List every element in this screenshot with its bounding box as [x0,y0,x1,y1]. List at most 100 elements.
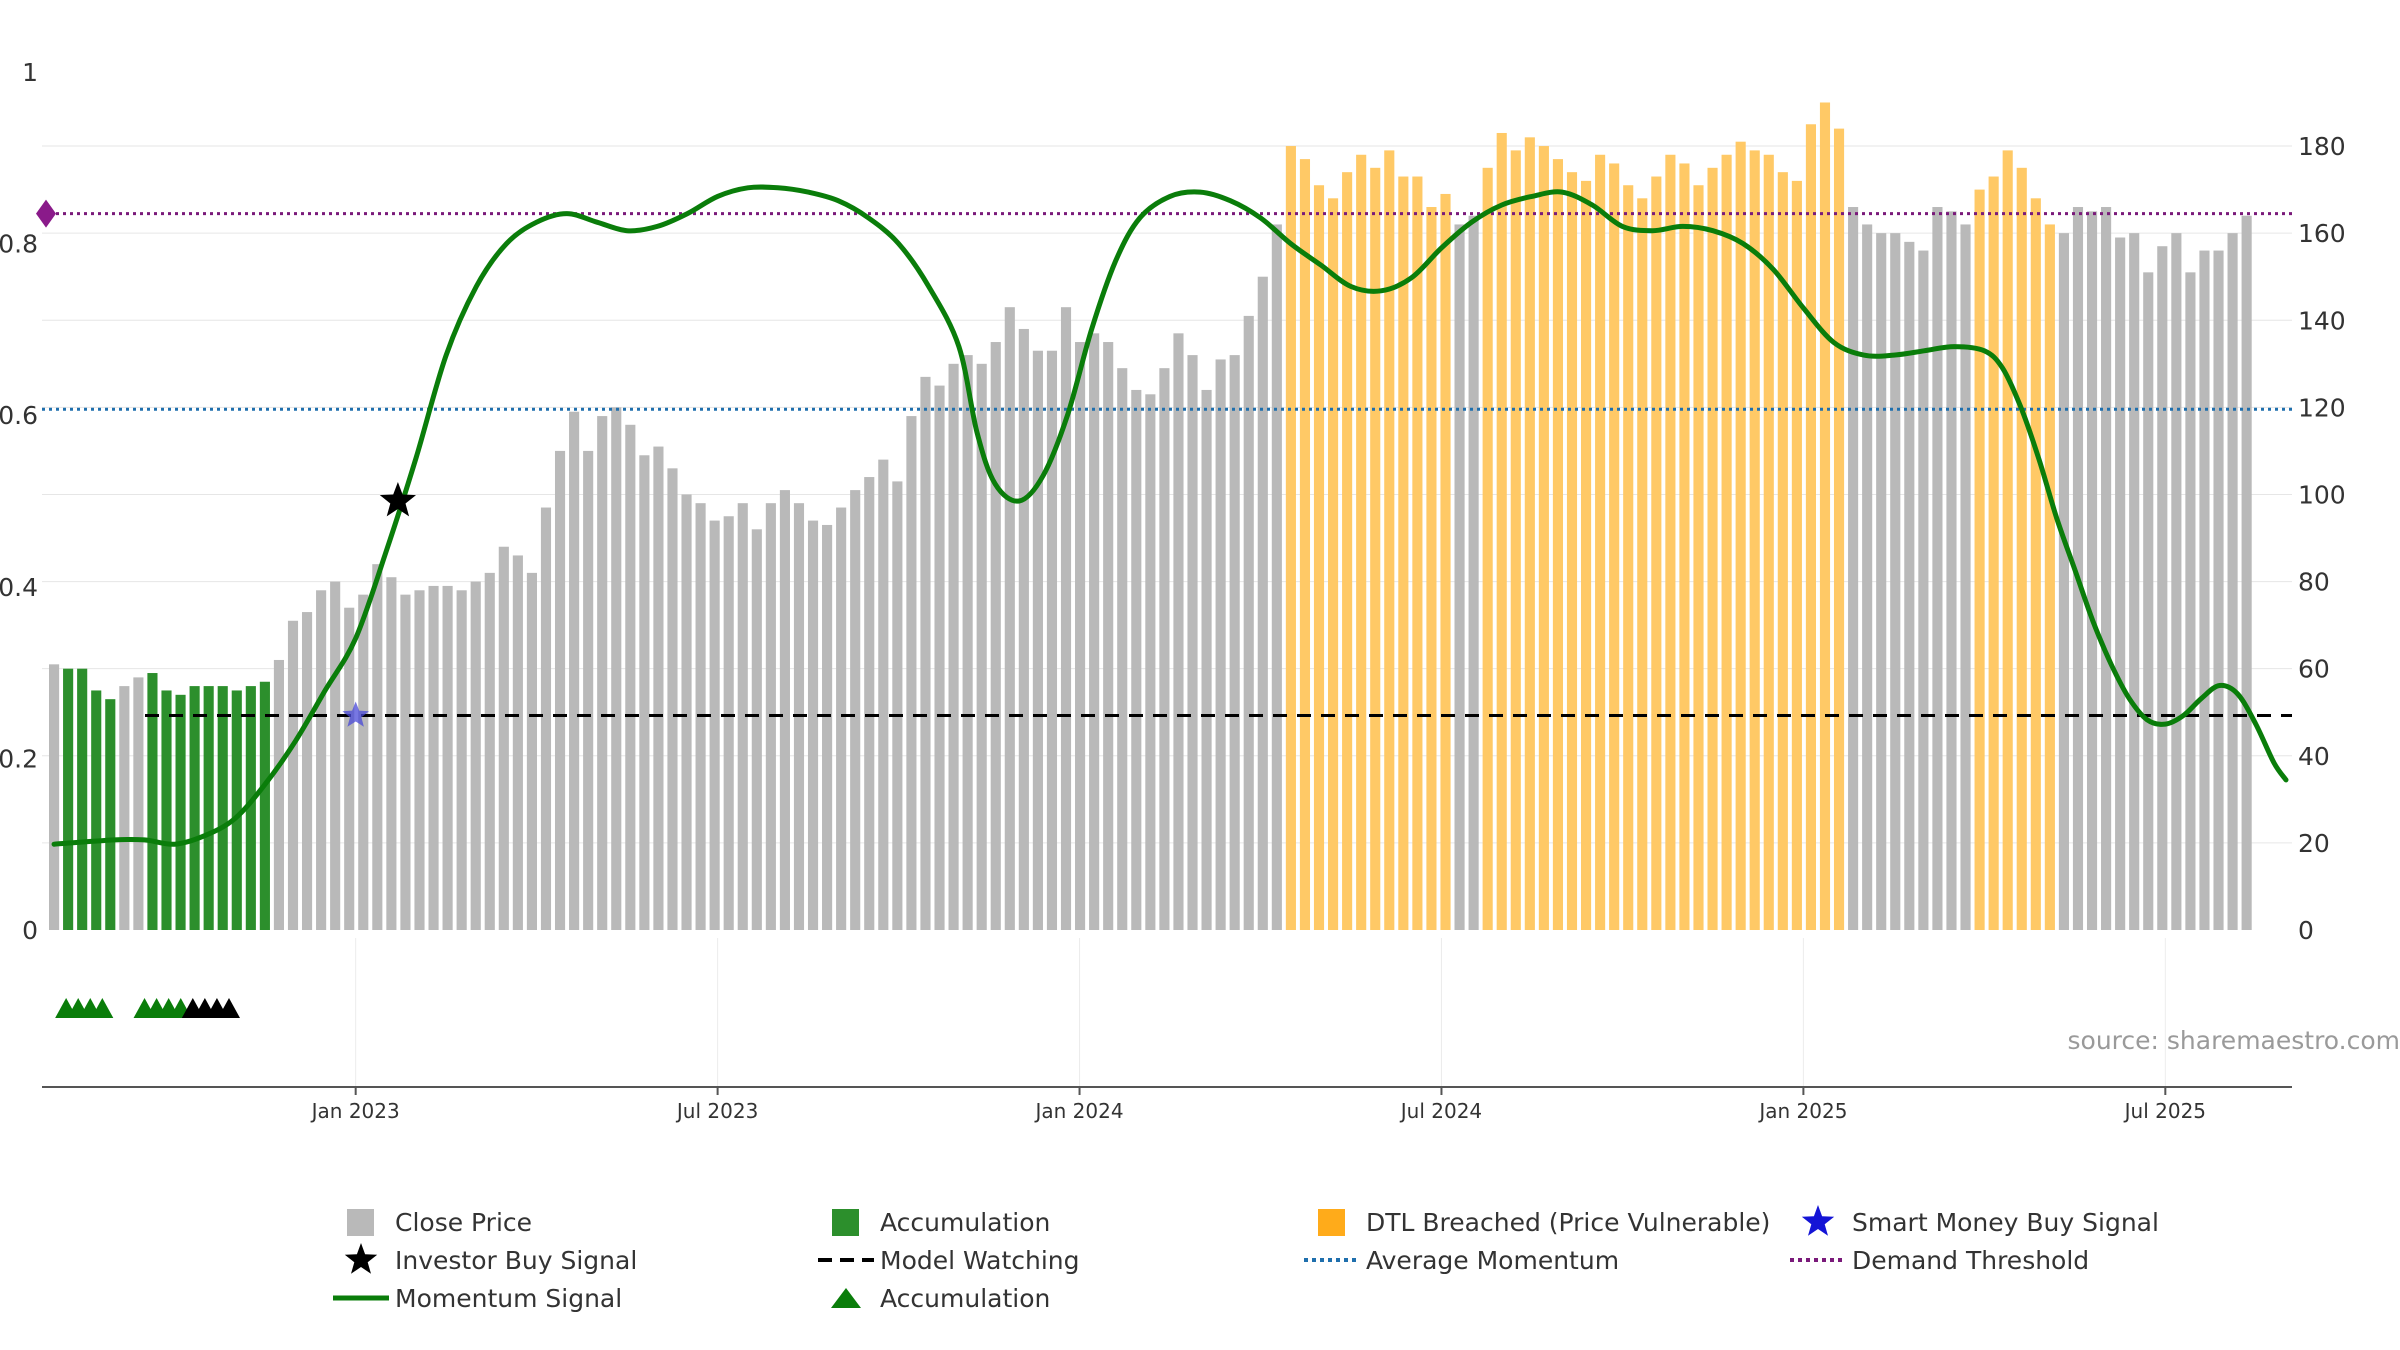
price-bar [920,376,931,930]
price-bar [1159,368,1170,930]
price-bar [962,355,973,930]
price-bars [49,102,2252,931]
price-bar [681,494,692,930]
price-bar [625,424,636,930]
price-bar [2241,215,2252,930]
price-bar [2101,207,2112,930]
price-bar [807,520,819,930]
x-tick-label: Jan 2025 [1757,1099,1847,1123]
price-bar [1482,167,1493,930]
price-bar [2143,272,2154,930]
price-bar [344,607,355,930]
price-bar [1679,163,1690,931]
grey-square-icon [347,1209,374,1236]
price-bar [1103,342,1114,930]
price-bar [1004,307,1015,930]
price-bar [1356,154,1367,930]
price-bar [737,503,748,930]
price-bar [1946,211,1957,931]
price-bar [1131,389,1142,930]
axes: Jan 2023 Jul 2023 Jan 2024 Jul 2024 Jan 2025… [0,58,2346,1123]
green-square-icon [832,1209,859,1236]
price-bar [49,664,60,930]
price-bar [1777,172,1788,930]
price-bar [1510,150,1521,930]
price-bar [119,686,130,930]
price-bar [1918,250,1929,930]
dashed-line-icon [818,1258,874,1262]
legend-accumulation-marker: Accumulation [818,1281,1050,1315]
momentum-signal-line [51,184,2289,847]
price-bar [1046,350,1058,931]
legend-label: Average Momentum [1366,1245,1620,1275]
legend-label: Momentum Signal [395,1283,623,1313]
legend-accumulation: Accumulation [818,1205,1050,1239]
price-bar [2213,250,2224,930]
price-bar [2171,233,2182,930]
price-bar [147,673,158,930]
price-bar [484,572,495,930]
legend-investor-buy: Investor Buy Signal [333,1243,637,1277]
price-bar [1595,154,1606,930]
price-bar [554,450,566,930]
left-tick-label: 0.8 [0,230,38,259]
orange-square-icon [1318,1209,1345,1236]
price-bar [1538,146,1549,931]
price-bar [1299,159,1311,931]
price-bar [442,585,453,930]
price-bar [1468,215,1479,930]
legend-label: Accumulation [880,1207,1051,1237]
price-bar [2044,224,2055,931]
price-bar [1960,224,1971,931]
price-bar [779,490,790,930]
price-bar [906,416,917,931]
price-bar [836,507,847,930]
price-bar [1285,146,1296,931]
price-bar [1707,167,1718,930]
price-bar [91,690,102,930]
price-bar [1988,176,1999,930]
price-bar [934,385,945,931]
dotted-line-icon [1790,1258,1846,1262]
right-tick-label: 180 [2298,132,2346,161]
x-tick-label: Jul 2024 [1399,1099,1482,1123]
price-bar [611,407,622,930]
right-tick-label: 0 [2298,916,2314,945]
price-bar [400,594,411,930]
dotted-line-icon [1304,1258,1360,1262]
price-bar [1313,185,1325,930]
price-bar [1426,207,1437,930]
price-bar [77,668,88,930]
price-bar [1805,124,1816,930]
price-bar [1721,154,1732,930]
price-bar [1665,154,1676,930]
left-tick-label: 0 [22,916,38,945]
momentum-signal-group [51,184,2289,847]
price-bar [498,546,509,930]
price-bar [1524,137,1535,930]
price-bar [639,455,650,930]
price-bar [1271,224,1282,931]
x-tick-label: Jan 2024 [1033,1099,1123,1123]
momentum-chart: Jan 2023 Jul 2023 Jan 2024 Jul 2024 Jan 2025… [0,58,2400,1123]
price-bar [2016,167,2027,930]
price-bar [161,690,172,930]
line-icon [333,1295,389,1301]
price-bar [540,507,552,930]
price-bar [1257,276,1268,930]
right-tick-label: 140 [2298,306,2346,335]
left-tick-label: 0.4 [0,573,38,602]
price-bar [1819,102,1831,931]
price-bar [259,681,270,930]
price-bar [245,686,256,930]
reference-lines [36,199,2292,717]
price-bar [1328,198,1339,930]
price-bar [892,481,903,930]
price-bar [1580,180,1592,931]
legend-label: Accumulation [880,1283,1051,1313]
price-bar [1117,368,1128,930]
price-bar [1145,394,1156,930]
legend-label: Investor Buy Signal [395,1245,638,1275]
price-bar [1496,132,1507,931]
price-bar [822,524,833,930]
